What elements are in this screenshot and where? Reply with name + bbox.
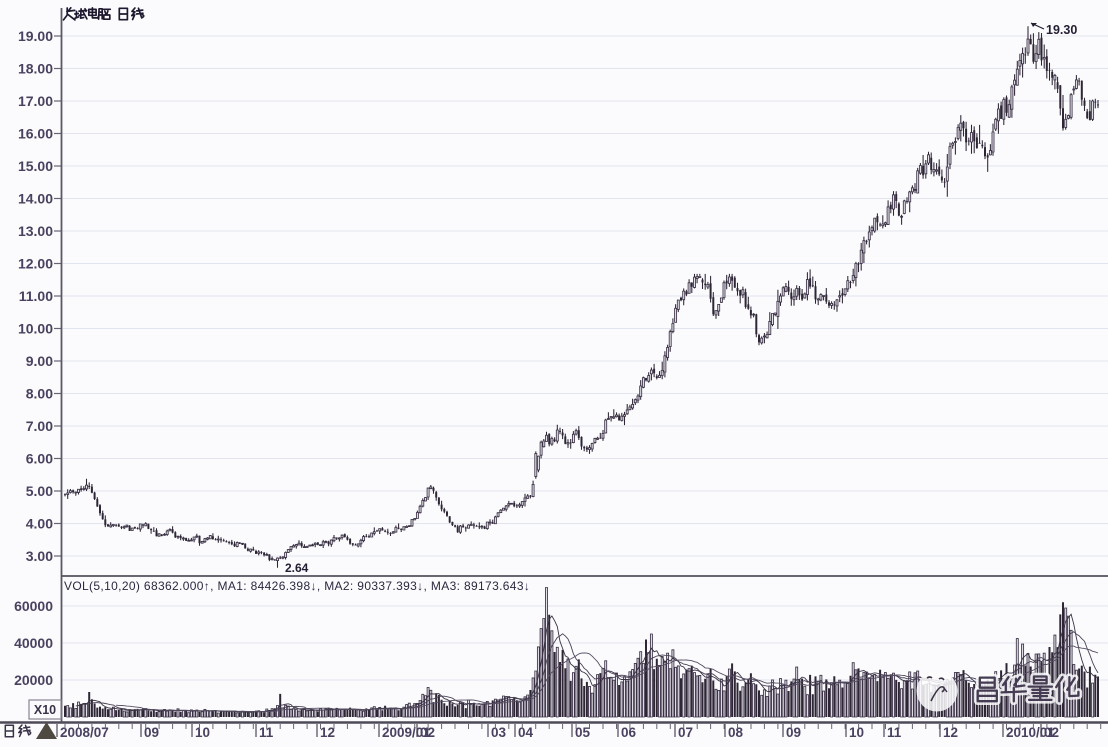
svg-text:06: 06 [621,725,637,740]
svg-text:20000: 20000 [14,672,53,688]
svg-text:7.00: 7.00 [26,418,53,434]
svg-text:07: 07 [678,725,693,740]
svg-text:11: 11 [259,725,274,740]
svg-text:3.00: 3.00 [26,548,53,564]
svg-text:4.00: 4.00 [26,515,53,531]
svg-text:04: 04 [518,725,534,740]
svg-text:60000: 60000 [14,598,53,614]
svg-text:10: 10 [849,725,864,740]
svg-text:14.00: 14.00 [18,190,53,206]
svg-text:X10: X10 [34,703,56,717]
svg-text:12.00: 12.00 [18,255,53,271]
svg-text:03: 03 [491,725,507,740]
svg-text:2010/01: 2010/01 [1006,725,1055,740]
svg-text:40000: 40000 [14,635,53,651]
svg-text:10.00: 10.00 [18,320,53,336]
svg-text:15.00: 15.00 [18,158,53,174]
svg-text:18.00: 18.00 [18,60,53,76]
svg-text:2008/07: 2008/07 [60,725,109,740]
svg-text:09: 09 [144,725,159,740]
svg-text:17.00: 17.00 [18,93,53,109]
svg-text:05: 05 [575,725,591,740]
svg-text:5.00: 5.00 [26,483,53,499]
svg-text:VOL(5,10,20) 68362.000↑, MA1:: VOL(5,10,20) 68362.000↑, MA1: 84426.398↓… [64,579,530,593]
svg-text:13.00: 13.00 [18,223,53,239]
svg-text:19.00: 19.00 [18,28,53,44]
svg-text:2009/01: 2009/01 [382,725,431,740]
svg-text:6.00: 6.00 [26,450,53,466]
svg-text:16.00: 16.00 [18,125,53,141]
svg-text:02: 02 [1044,725,1059,740]
svg-text:9.00: 9.00 [26,353,53,369]
svg-text:8.00: 8.00 [26,385,53,401]
svg-text:11.00: 11.00 [19,288,53,304]
svg-text:02: 02 [420,725,435,740]
svg-text:2.64: 2.64 [285,561,309,575]
svg-text:12: 12 [943,725,958,740]
svg-text:11: 11 [887,725,902,740]
svg-text:08: 08 [728,725,744,740]
svg-text:12: 12 [320,725,335,740]
svg-text:10: 10 [195,725,210,740]
svg-text:09: 09 [786,725,801,740]
svg-text:19.30: 19.30 [1046,23,1077,37]
